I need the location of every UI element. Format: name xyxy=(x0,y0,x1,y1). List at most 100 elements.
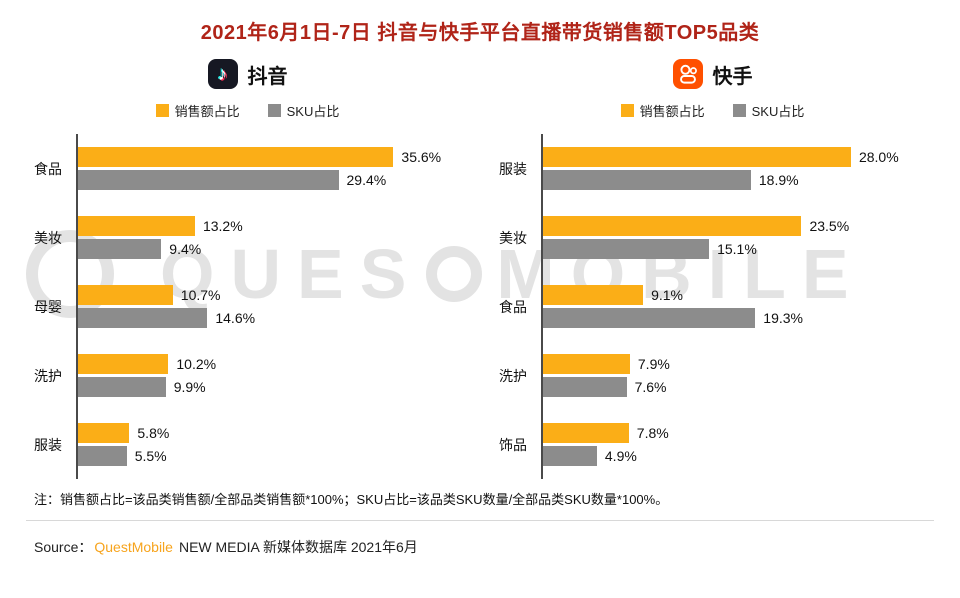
sku-bar xyxy=(78,239,162,259)
bar-line: 35.6% xyxy=(78,147,467,167)
bar-value-label: 5.5% xyxy=(134,448,167,464)
bar-line: 4.9% xyxy=(543,446,932,466)
chart-row: 饰品 7.8% 4.9% xyxy=(493,410,932,479)
kuaishou-bar-chart: 服装 28.0% 18.9% 美妆 23.5% 15.1% 食品 9.1% 19.3% 洗护 7.9… xyxy=(493,134,932,479)
bar-line: 7.6% xyxy=(543,377,932,397)
bar-group: 23.5% 15.1% xyxy=(541,203,932,272)
bar-line: 13.2% xyxy=(78,216,467,236)
sku-legend-swatch xyxy=(267,104,281,117)
video-camera-icon xyxy=(679,64,697,84)
footnote: 注：销售额占比=该品类销售额/全部品类销售额*100%；SKU占比=该品类SKU… xyxy=(34,492,669,507)
bar-group: 10.7% 14.6% xyxy=(76,272,467,341)
sku-legend-label: SKU占比 xyxy=(286,104,340,119)
bar-value-label: 7.6% xyxy=(634,379,667,395)
bar-line: 14.6% xyxy=(78,308,467,328)
category-label: 服装 xyxy=(34,436,62,453)
charts-container: ♪ 抖音 销售额占比 SKU占比 食品 35.6% 29.4% 美妆 13.2% 9.4%… xyxy=(0,45,960,479)
bar-group: 10.2% 9.9% xyxy=(76,341,467,410)
bar-value-label: 9.1% xyxy=(651,287,683,303)
bar-line: 19.3% xyxy=(543,308,932,328)
bar-line: 7.8% xyxy=(543,423,932,443)
bar-value-label: 15.1% xyxy=(717,241,757,257)
category-label: 洗护 xyxy=(499,367,527,384)
sku-bar xyxy=(78,377,166,397)
bar-line: 9.9% xyxy=(78,377,467,397)
bar-line: 29.4% xyxy=(78,170,467,190)
sales-bar xyxy=(543,147,851,167)
sales-legend-swatch xyxy=(620,104,634,117)
sales-legend-swatch xyxy=(155,104,169,117)
bar-value-label: 29.4% xyxy=(346,172,387,188)
bar-line: 15.1% xyxy=(543,239,932,259)
sku-bar xyxy=(543,239,710,259)
legend-item-sku: SKU占比 xyxy=(732,101,805,120)
bar-group: 35.6% 29.4% xyxy=(76,134,467,203)
source-label: Source： xyxy=(34,539,93,555)
bar-line: 9.1% xyxy=(543,285,932,305)
bar-line: 23.5% xyxy=(543,216,932,236)
sales-bar xyxy=(78,354,169,374)
legend-item-sales: 销售额占比 xyxy=(155,101,240,120)
douyin-icon: ♪ xyxy=(207,59,238,89)
sales-bar xyxy=(78,285,173,305)
bar-value-label: 23.5% xyxy=(809,218,850,234)
douyin-panel: ♪ 抖音 销售额占比 SKU占比 食品 35.6% 29.4% 美妆 13.2% 9.4%… xyxy=(28,45,467,479)
kuaishou-platform-name: 快手 xyxy=(712,65,753,88)
bar-group: 5.8% 5.5% xyxy=(76,410,467,479)
bar-value-label: 13.2% xyxy=(202,218,243,234)
page-title: 2021年6月1日-7日 抖音与快手平台直播带货销售额TOP5品类 xyxy=(200,22,760,44)
category-label: 饰品 xyxy=(499,436,527,453)
bar-line: 18.9% xyxy=(543,170,932,190)
chart-row: 食品 9.1% 19.3% xyxy=(493,272,932,341)
bar-value-label: 9.9% xyxy=(173,379,206,395)
douyin-platform-name: 抖音 xyxy=(247,65,288,88)
category-label: 美妆 xyxy=(499,229,527,246)
divider-line xyxy=(26,520,934,521)
sku-legend-swatch xyxy=(732,104,746,117)
chart-row: 母婴 10.7% 14.6% xyxy=(28,272,467,341)
bar-group: 13.2% 9.4% xyxy=(76,203,467,272)
kuaishou-legend: 销售额占比 SKU占比 xyxy=(493,101,932,120)
sku-bar xyxy=(78,170,339,190)
category-label: 美妆 xyxy=(34,229,62,246)
bar-group: 7.8% 4.9% xyxy=(541,410,932,479)
bar-value-label: 14.6% xyxy=(215,310,256,326)
sku-bar xyxy=(78,308,208,328)
sku-bar xyxy=(78,446,127,466)
bar-line: 9.4% xyxy=(78,239,467,259)
kuaishou-icon xyxy=(672,59,703,89)
bar-value-label: 10.2% xyxy=(176,356,217,372)
chart-row: 美妆 23.5% 15.1% xyxy=(493,203,932,272)
bar-line: 10.7% xyxy=(78,285,467,305)
category-label: 洗护 xyxy=(34,367,62,384)
sku-bar xyxy=(543,446,597,466)
chart-row: 服装 28.0% 18.9% xyxy=(493,134,932,203)
source-brand: QuestMobile xyxy=(94,539,173,555)
chart-row: 洗护 10.2% 9.9% xyxy=(28,341,467,410)
bar-value-label: 7.8% xyxy=(636,425,669,441)
legend-item-sales: 销售额占比 xyxy=(620,101,705,120)
chart-row: 洗护 7.9% 7.6% xyxy=(493,341,932,410)
category-label: 食品 xyxy=(34,160,62,177)
bar-value-label: 35.6% xyxy=(401,149,442,165)
sales-bar xyxy=(543,285,644,305)
bar-value-label: 28.0% xyxy=(858,149,899,165)
bar-value-label: 7.9% xyxy=(637,356,670,372)
bar-value-label: 4.9% xyxy=(604,448,637,464)
bar-value-label: 5.8% xyxy=(137,425,170,441)
category-label: 母婴 xyxy=(34,298,62,315)
douyin-legend: 销售额占比 SKU占比 xyxy=(28,101,467,120)
sku-bar xyxy=(543,308,756,328)
douyin-header: ♪ 抖音 xyxy=(28,59,467,89)
sku-legend-label: SKU占比 xyxy=(751,104,805,119)
bar-group: 9.1% 19.3% xyxy=(541,272,932,341)
kuaishou-panel: 快手 销售额占比 SKU占比 服装 28.0% 18.9% 美妆 23.5% 15.1% 食… xyxy=(493,45,932,479)
bar-group: 7.9% 7.6% xyxy=(541,341,932,410)
category-label: 服装 xyxy=(499,160,527,177)
sales-legend-label: 销售额占比 xyxy=(639,104,705,119)
douyin-bar-chart: 食品 35.6% 29.4% 美妆 13.2% 9.4% 母婴 10.7% 14.6% 洗护 10.… xyxy=(28,134,467,479)
chart-row: 服装 5.8% 5.5% xyxy=(28,410,467,479)
chart-row: 食品 35.6% 29.4% xyxy=(28,134,467,203)
sales-legend-label: 销售额占比 xyxy=(174,104,240,119)
kuaishou-header: 快手 xyxy=(493,59,932,89)
